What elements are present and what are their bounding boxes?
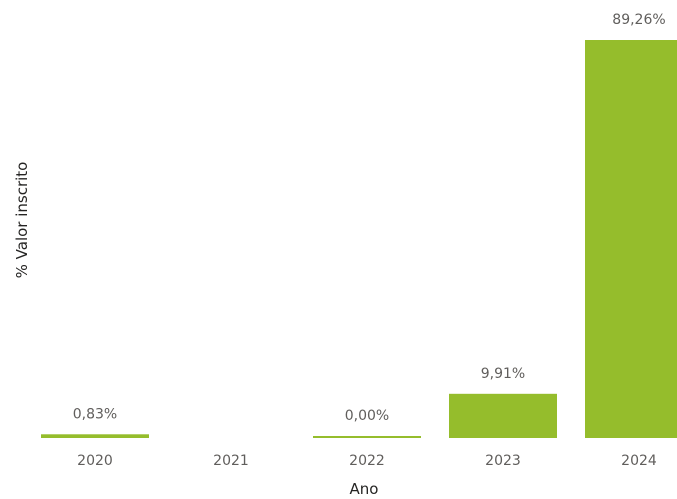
y-axis-title: % Valor inscrito xyxy=(13,162,31,279)
bars-group xyxy=(41,40,677,438)
bar-2023[interactable] xyxy=(449,393,557,438)
x-tick-label-2020: 2020 xyxy=(77,453,113,469)
data-labels-group: 0,83% 0,00% 9,91% 89,26% xyxy=(73,12,666,424)
data-label-2022: 0,00% xyxy=(345,408,389,424)
x-tick-label-2024: 2024 xyxy=(621,453,657,469)
data-label-2020: 0,83% xyxy=(73,406,117,422)
x-tick-label-2022: 2022 xyxy=(349,453,385,469)
data-label-2023: 9,91% xyxy=(481,366,525,382)
x-tick-label-2023: 2023 xyxy=(485,453,521,469)
x-axis-title: Ano xyxy=(350,480,379,498)
bar-2024[interactable] xyxy=(585,40,677,438)
bar-2020[interactable] xyxy=(41,434,149,438)
x-axis-ticks: 2020 2021 2022 2023 2024 xyxy=(77,453,657,469)
bar-2022[interactable] xyxy=(313,436,421,438)
x-tick-label-2021: 2021 xyxy=(213,453,249,469)
data-label-2024: 89,26% xyxy=(612,12,665,28)
